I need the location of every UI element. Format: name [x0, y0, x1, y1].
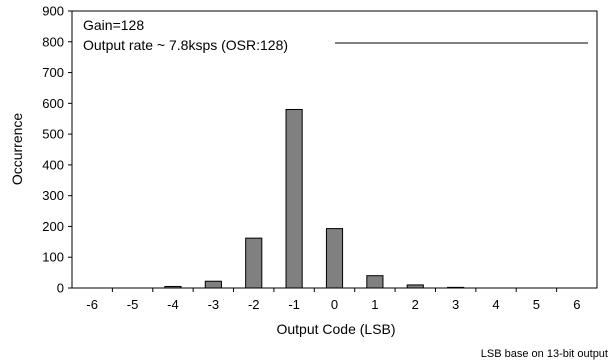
x-tick-label: -4: [167, 297, 179, 312]
x-axis-title: Output Code (LSB): [276, 321, 395, 337]
y-tick-label: 400: [42, 157, 64, 172]
y-tick-label: 300: [42, 188, 64, 203]
x-tick-label: 0: [331, 297, 338, 312]
x-tick-label: -5: [127, 297, 139, 312]
x-tick-label: 4: [492, 297, 499, 312]
x-tick-label: -1: [288, 297, 300, 312]
bar: [245, 237, 263, 289]
y-axis-ticks: 0 100 200 300 400 500 600 700 800 900: [42, 4, 72, 296]
footnote: LSB base on 13-bit output: [481, 348, 608, 360]
y-tick-label: 900: [42, 4, 64, 19]
bar: [447, 286, 465, 289]
x-tick-label: -3: [208, 297, 220, 312]
annotation-output-rate: Output rate ~ 7.8ksps (OSR:128): [83, 37, 288, 53]
bar: [366, 275, 384, 289]
x-axis-ticks: -6 -5 -4 -3 -2 -1 0 1 2 3 4 5 6: [86, 288, 580, 312]
y-tick-label: 0: [57, 281, 64, 296]
x-tick-label: 3: [452, 297, 459, 312]
x-tick-label: 1: [371, 297, 378, 312]
x-tick-label: 2: [412, 297, 419, 312]
x-tick-label: -6: [86, 297, 98, 312]
y-tick-label: 600: [42, 96, 64, 111]
y-tick-label: 200: [42, 219, 64, 234]
x-tick-label: 5: [533, 297, 540, 312]
y-tick-label: 700: [42, 65, 64, 80]
bar: [204, 280, 222, 289]
y-tick-label: 500: [42, 127, 64, 142]
bar: [406, 284, 424, 289]
y-tick-label: 800: [42, 34, 64, 49]
bar: [164, 285, 182, 289]
y-axis-title: Occurrence: [9, 113, 25, 186]
bar: [325, 228, 344, 289]
bar: [285, 108, 303, 289]
annotation-gain: Gain=128: [83, 17, 144, 33]
x-tick-label: 6: [573, 297, 580, 312]
x-tick-label: -2: [248, 297, 260, 312]
bars-group: [164, 108, 465, 289]
y-tick-label: 100: [42, 250, 64, 265]
